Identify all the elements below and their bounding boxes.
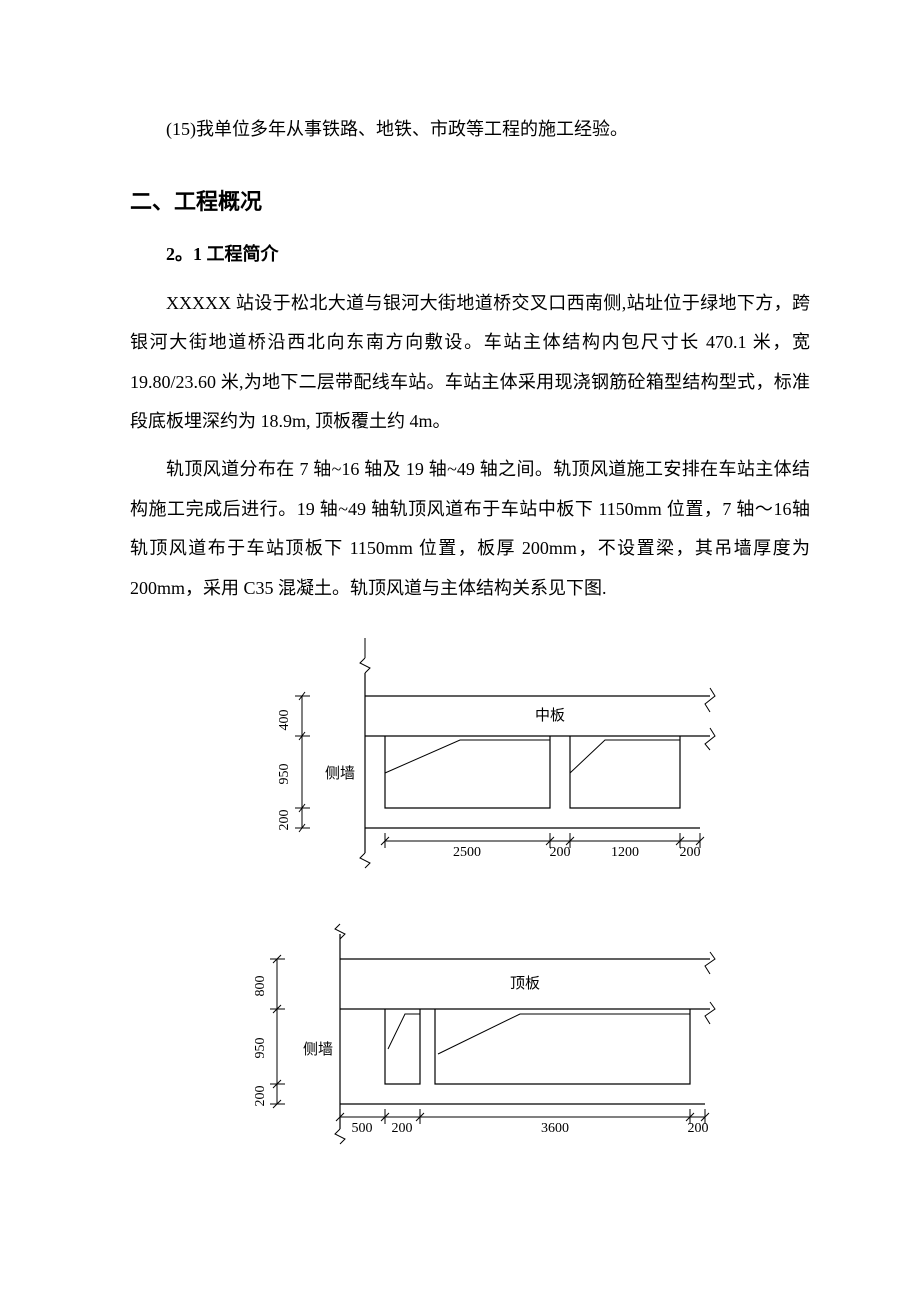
diagram1-hdim-0: 2500 bbox=[453, 845, 481, 860]
diagram1-plate-label: 中板 bbox=[535, 706, 565, 724]
diagram2-hdim-2: 3600 bbox=[541, 1121, 569, 1136]
subsection-heading-2-1: 2。1 工程简介 bbox=[130, 240, 810, 266]
diagram2-hdim-0: 500 bbox=[352, 1121, 373, 1136]
diagram1-vdim-1: 950 bbox=[277, 764, 292, 785]
diagram1-vdim-2: 200 bbox=[277, 810, 292, 831]
diagram2-vdim-2: 200 bbox=[253, 1086, 268, 1107]
diagram2-plate-label: 顶板 bbox=[510, 974, 540, 992]
diagram-container: 中板 侧墙 400 950 200 bbox=[130, 628, 810, 1154]
diagram2-vdim-0: 800 bbox=[253, 976, 268, 997]
diagram1-vdim-0: 400 bbox=[277, 710, 292, 731]
paragraph-project-intro-2: 轨顶风道分布在 7 轴~16 轴及 19 轴~49 轴之间。轨顶风道施工安排在车… bbox=[130, 450, 810, 608]
list-item-15: (15)我单位多年从事铁路、地铁、市政等工程的施工经验。 bbox=[130, 110, 810, 150]
diagram2-hdim-1: 200 bbox=[392, 1121, 413, 1136]
diagram2-vdim-1: 950 bbox=[253, 1038, 268, 1059]
section-heading-2: 二、工程概况 bbox=[130, 184, 810, 216]
diagram1-hdim-1: 200 bbox=[550, 845, 571, 860]
diagram1-hdim-2: 1200 bbox=[611, 845, 639, 860]
paragraph-project-intro-1: XXXXX 站设于松北大道与银河大街地道桥交叉口西南侧,站址位于绿地下方，跨银河… bbox=[130, 284, 810, 442]
cross-section-diagram-1: 中板 侧墙 400 950 200 bbox=[210, 628, 730, 878]
cross-section-diagram-2: 顶板 侧墙 800 950 200 bbox=[210, 904, 730, 1154]
diagram2-hdim-3: 200 bbox=[688, 1121, 709, 1136]
diagram1-hdim-3: 200 bbox=[680, 845, 701, 860]
diagram2-wall-label: 侧墙 bbox=[303, 1041, 333, 1058]
diagram1-wall-label: 侧墙 bbox=[325, 765, 355, 782]
